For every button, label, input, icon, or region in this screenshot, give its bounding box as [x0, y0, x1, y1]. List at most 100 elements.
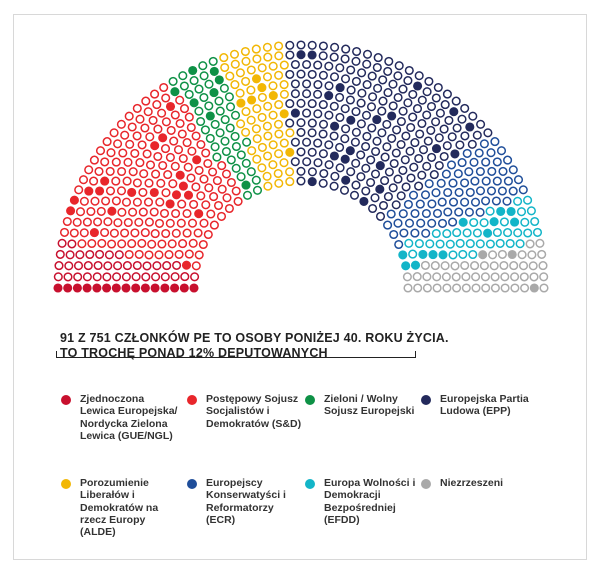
seat-under-40	[102, 283, 112, 293]
seat	[170, 110, 180, 120]
seat	[140, 228, 150, 238]
seat	[471, 272, 481, 282]
seat	[366, 155, 376, 165]
seat	[194, 250, 204, 260]
seat	[161, 188, 171, 198]
seat	[442, 89, 452, 99]
seat	[505, 238, 515, 249]
seat	[153, 124, 163, 134]
seat	[144, 178, 154, 188]
seat-under-40	[410, 260, 421, 270]
seat	[139, 169, 149, 179]
seat	[302, 108, 312, 118]
seat	[368, 203, 378, 214]
seat	[335, 142, 345, 152]
seat-under-40	[72, 283, 82, 293]
seat	[399, 228, 409, 238]
seat	[157, 239, 167, 249]
seat	[285, 128, 295, 138]
seat	[457, 114, 467, 124]
seat	[77, 239, 87, 249]
seat	[125, 139, 135, 149]
seat	[452, 123, 462, 133]
seat	[448, 197, 459, 207]
seat	[318, 178, 328, 188]
legend-item: Zieloni / Wolny Sojusz Europejski	[302, 393, 422, 418]
seat	[462, 148, 472, 158]
seat	[178, 239, 188, 249]
seat	[186, 173, 196, 183]
seat	[460, 260, 470, 271]
seat	[391, 200, 401, 210]
legend-item: Europa Wolności i Demokracji Bezpośredni…	[302, 477, 422, 526]
seat	[380, 176, 390, 186]
seat	[496, 146, 507, 156]
seat	[93, 260, 103, 271]
seat	[520, 217, 530, 227]
seat-under-40	[121, 283, 131, 293]
seat	[508, 165, 518, 175]
seat-under-40	[489, 217, 499, 227]
seat	[454, 187, 464, 197]
seat	[413, 283, 423, 293]
seat-under-40	[428, 250, 438, 260]
seat	[187, 146, 197, 156]
seat-under-40	[214, 75, 224, 85]
seat	[367, 123, 377, 133]
seat	[318, 149, 328, 159]
seat	[436, 178, 446, 188]
seat	[368, 92, 378, 102]
seat-under-40	[398, 250, 408, 260]
seat	[307, 128, 317, 138]
seat	[163, 170, 173, 180]
seat	[431, 117, 441, 127]
seat	[100, 227, 110, 238]
seat	[393, 218, 403, 228]
seat	[82, 217, 92, 227]
seat	[230, 80, 240, 90]
seat	[427, 218, 437, 228]
seat-under-40	[345, 146, 355, 156]
seat	[116, 119, 126, 129]
seat	[279, 158, 289, 168]
seat	[432, 283, 442, 293]
seat	[446, 160, 457, 170]
seat-under-40	[236, 98, 246, 108]
seat	[179, 104, 190, 114]
seat	[85, 249, 95, 260]
seat	[307, 99, 317, 109]
seat-under-40	[89, 228, 99, 238]
seat	[356, 150, 366, 160]
seat	[199, 174, 209, 184]
seat	[54, 261, 64, 271]
seat	[117, 207, 127, 217]
seat	[279, 80, 289, 90]
seat	[246, 115, 256, 125]
seat	[134, 249, 144, 259]
seat-under-40	[375, 184, 385, 194]
seat	[414, 71, 424, 81]
seat	[393, 92, 403, 103]
seat	[490, 272, 500, 282]
seat	[480, 272, 490, 282]
seat	[95, 146, 106, 156]
seat	[346, 85, 356, 95]
seat	[324, 81, 334, 91]
seat	[447, 132, 457, 142]
seat	[144, 217, 154, 227]
seat	[230, 110, 241, 120]
seat	[105, 186, 116, 196]
seat	[169, 136, 179, 146]
seat	[377, 128, 387, 138]
seat	[106, 148, 116, 158]
seat	[465, 187, 475, 197]
seat	[513, 228, 523, 238]
seat	[296, 176, 306, 186]
seat	[187, 218, 198, 228]
seat	[457, 158, 467, 168]
seat	[502, 196, 512, 206]
seat	[79, 196, 89, 206]
seat	[179, 81, 189, 91]
seat	[470, 176, 480, 186]
seat	[263, 181, 273, 191]
